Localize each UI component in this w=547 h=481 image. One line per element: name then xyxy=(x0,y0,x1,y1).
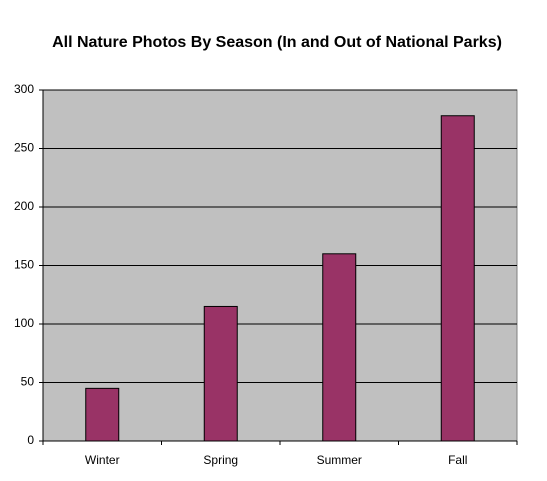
bar xyxy=(203,305,238,442)
bar xyxy=(440,115,475,442)
x-tick-label: Winter xyxy=(85,453,120,467)
bar xyxy=(85,387,120,442)
y-tick-label: 50 xyxy=(21,375,35,389)
chart-title: All Nature Photos By Season (In and Out … xyxy=(52,34,502,51)
x-tick-label: Fall xyxy=(448,453,467,467)
y-tick-label: 200 xyxy=(14,199,34,213)
y-tick-label: 300 xyxy=(14,82,34,96)
y-tick-label: 0 xyxy=(27,433,34,447)
bar xyxy=(322,253,357,442)
y-tick-label: 150 xyxy=(14,258,34,272)
y-tick-label: 250 xyxy=(14,141,34,155)
x-tick-label: Summer xyxy=(317,453,362,467)
y-tick-label: 100 xyxy=(14,316,34,330)
x-tick-label: Spring xyxy=(203,453,238,467)
